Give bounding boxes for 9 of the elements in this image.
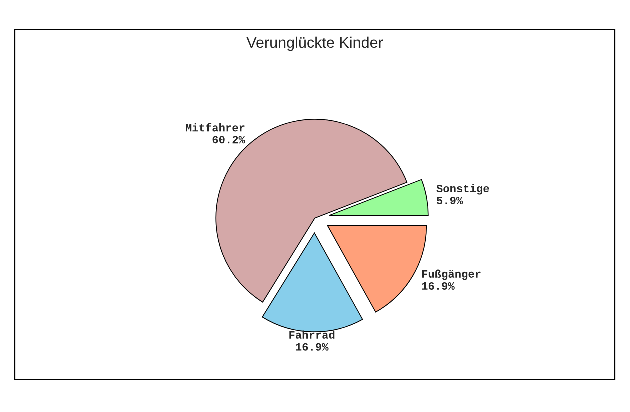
data-label: 16.9% bbox=[422, 282, 455, 290]
slice-label: Fußgänger bbox=[422, 270, 481, 280]
data-label: 16.9% bbox=[296, 343, 329, 351]
slice-label: Sonstige bbox=[436, 184, 490, 195]
chart-title: Verunglückte Kinder bbox=[246, 36, 384, 52]
data-label: 60.2% bbox=[212, 136, 246, 144]
data-label: 5.9% bbox=[437, 197, 464, 205]
slice-label: Fahrrad bbox=[290, 330, 335, 339]
slice-label: Mitfahrer bbox=[186, 123, 245, 132]
